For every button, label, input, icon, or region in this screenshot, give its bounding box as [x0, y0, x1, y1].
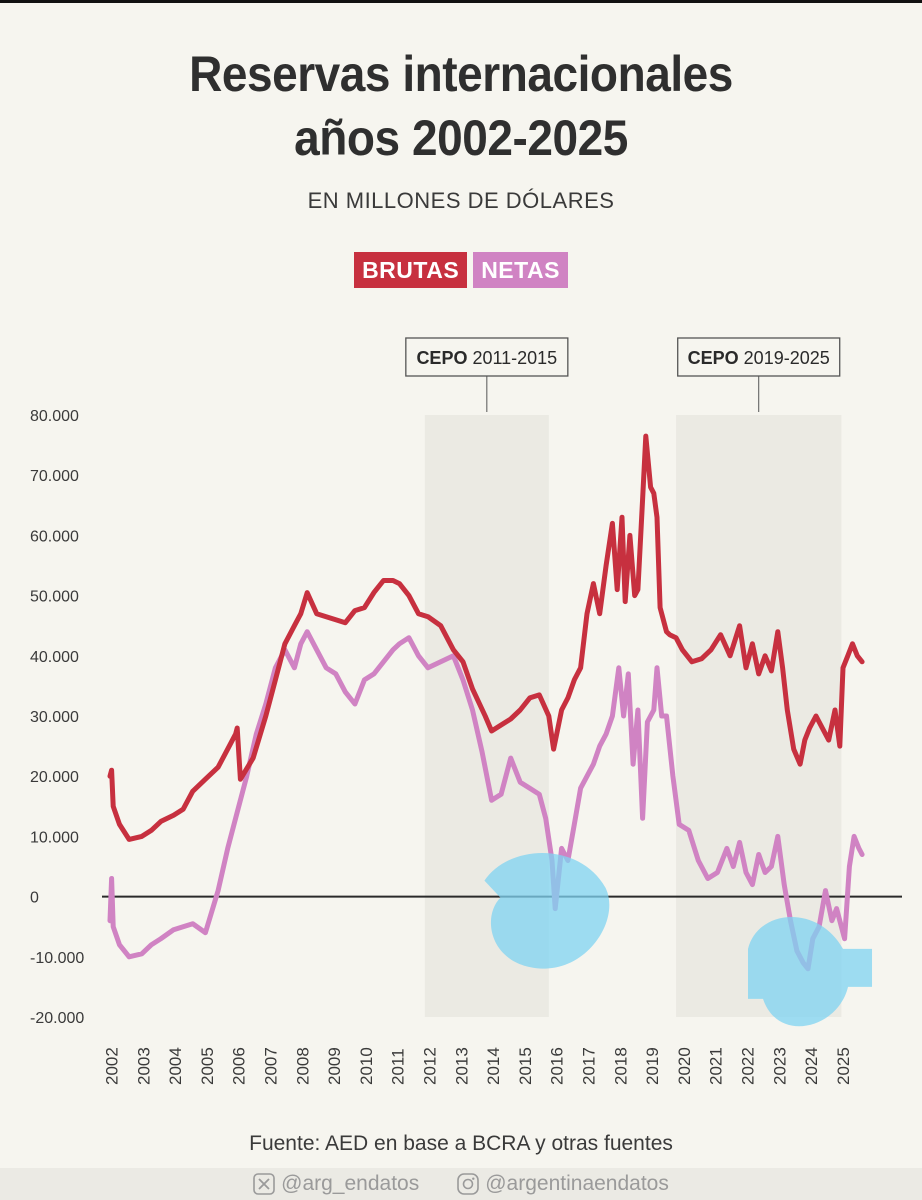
- x-tick-label: 2021: [707, 1047, 726, 1085]
- cepo-label-2: CEPO 2019-2025: [688, 348, 830, 368]
- cepo-label-box-2: [677, 337, 841, 377]
- x-tick-label: 2011: [389, 1048, 408, 1085]
- x-tick-label: 2007: [261, 1047, 280, 1085]
- x-tick-label: 2020: [675, 1047, 694, 1085]
- chart-subtitle: EN MILLONES DE DÓLARES: [307, 188, 615, 213]
- x-tick-label: 2012: [420, 1047, 439, 1085]
- x-tick-label: 2008: [293, 1047, 312, 1085]
- y-tick-label: 0: [30, 890, 39, 907]
- y-tick-label: 80.000: [30, 408, 79, 425]
- cepo-label-box-1: [405, 337, 569, 377]
- instagram-icon: [457, 1173, 480, 1195]
- x-tick-label: 2019: [643, 1047, 662, 1085]
- series-line-brutas: [107, 433, 865, 842]
- legend-netas: NETAS: [473, 252, 568, 288]
- x-tick-label: 2016: [548, 1047, 567, 1085]
- x-tick-label: 2010: [357, 1047, 376, 1085]
- y-tick-label: 20.000: [30, 769, 79, 786]
- x-tick-label: 2009: [325, 1047, 344, 1085]
- series-line-netas: [107, 629, 865, 972]
- x-tick-label: 2024: [802, 1047, 821, 1085]
- legend: BRUTAS NETAS: [0, 252, 922, 288]
- y-tick-label: 40.000: [30, 649, 79, 666]
- twitter-label: @arg_endatos: [281, 1172, 420, 1195]
- x-tick-label: 2006: [230, 1047, 249, 1085]
- x-tick-label: 2023: [770, 1047, 789, 1085]
- y-tick-label: 60.000: [30, 528, 79, 545]
- x-tick-label: 2018: [611, 1047, 630, 1085]
- x-tick-label: 2013: [452, 1047, 471, 1085]
- y-tick-label: -20.000: [30, 1010, 84, 1027]
- y-tick-label: 50.000: [30, 589, 79, 606]
- top-border: [0, 0, 922, 3]
- y-tick-label: 10.000: [30, 829, 79, 846]
- y-tick-label: -10.000: [30, 950, 84, 967]
- legend-brutas: BRUTAS: [354, 252, 468, 288]
- chart-area: CEPO 2011-2015 CEPO 2019-2025 80.000 70.00…: [30, 337, 902, 1085]
- x-tick-label: 2025: [834, 1047, 853, 1085]
- instagram-label: @argentinaendatos: [485, 1172, 669, 1195]
- x-tick-label: 2022: [738, 1047, 757, 1085]
- x-tick-label: 2005: [198, 1047, 217, 1085]
- source-note: Fuente: AED en base a BCRA y otras fuent…: [249, 1132, 673, 1155]
- x-tick-label: 2003: [134, 1047, 153, 1085]
- title-line-2: años 2002-2025: [294, 110, 628, 166]
- x-tick-label: 2014: [484, 1047, 503, 1085]
- cepo-label-1: CEPO 2011-2015: [416, 348, 557, 368]
- y-tick-label: 70.000: [30, 468, 79, 485]
- title-line-1: Reservas internacionales: [189, 46, 733, 102]
- x-tick-label: 2017: [579, 1047, 598, 1085]
- x-tick-label: 2004: [166, 1047, 185, 1085]
- highlight-mark-2016: [484, 852, 610, 969]
- chart-title: Reservas internacionales años 2002-2025: [37, 42, 885, 170]
- x-tick-label: 2002: [102, 1047, 121, 1085]
- highlight-mark-2024: [748, 916, 873, 1027]
- x-tick-label: 2015: [516, 1047, 535, 1085]
- x-twitter-icon: [253, 1173, 275, 1195]
- y-tick-label: 30.000: [30, 709, 79, 726]
- footer-bar: @arg_endatos @argentinaendatos: [0, 1168, 922, 1200]
- twitter-handle[interactable]: @arg_endatos: [253, 1172, 419, 1196]
- instagram-handle[interactable]: @argentinaendatos: [457, 1172, 669, 1196]
